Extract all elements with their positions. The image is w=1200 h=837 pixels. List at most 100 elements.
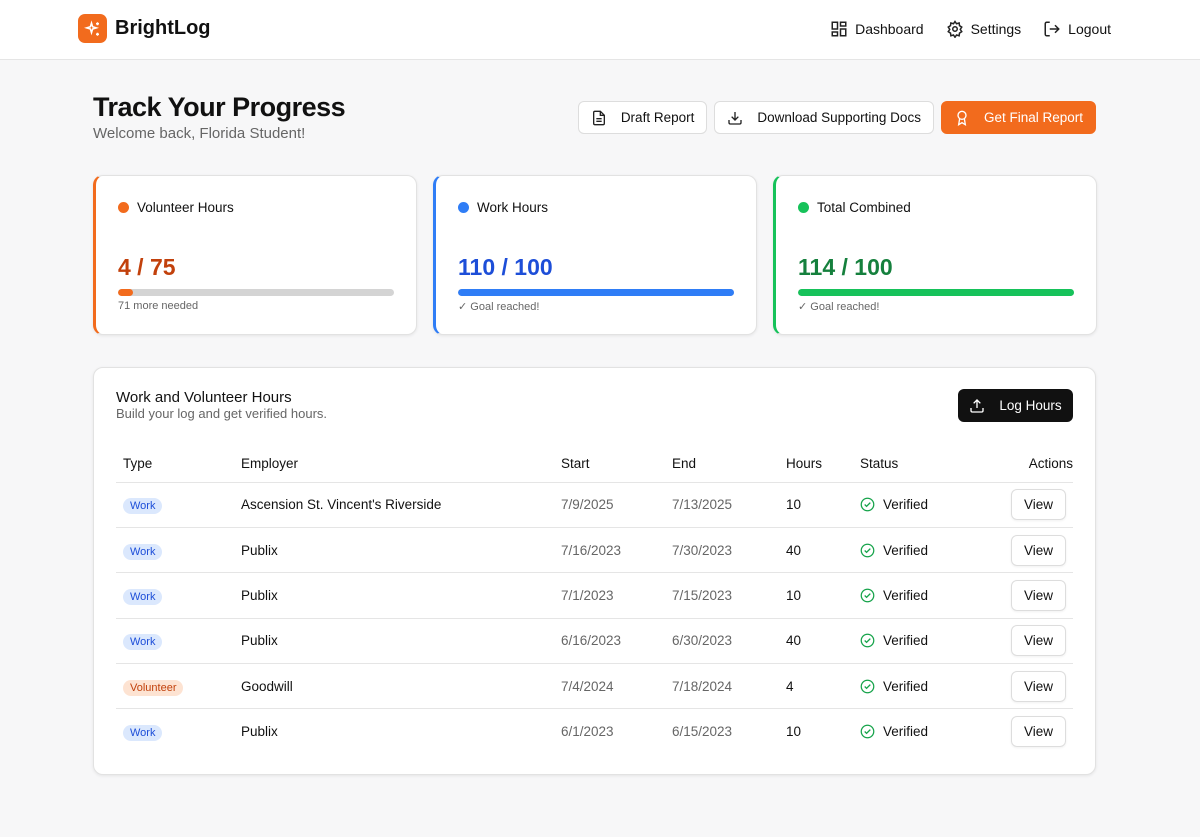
status-cell: Verified <box>853 482 988 528</box>
final-report-button[interactable]: Get Final Report <box>940 101 1096 134</box>
status-label: Verified <box>883 678 929 694</box>
view-button[interactable]: View <box>1010 625 1066 657</box>
status: Verified <box>860 497 987 512</box>
draft-report-button[interactable]: Draft Report <box>577 101 708 134</box>
employer-cell: Publix <box>234 709 554 754</box>
type-cell: Work <box>116 572 234 619</box>
employer-cell: Publix <box>234 572 554 619</box>
type-cell: Work <box>116 618 234 665</box>
hours: 40 <box>779 618 853 665</box>
status: Verified <box>860 543 987 558</box>
status-dot <box>118 202 129 213</box>
status-cell: Verified <box>853 709 988 754</box>
action-cell: View <box>988 618 1073 665</box>
type-cell: Volunteer <box>116 663 234 710</box>
column-header: Hours <box>779 446 853 483</box>
hours: 4 <box>779 663 853 710</box>
column-header: Type <box>116 446 234 483</box>
action-cell: View <box>988 709 1073 754</box>
button-label: Download Supporting Docs <box>757 110 921 125</box>
view-button[interactable]: View <box>1010 534 1066 566</box>
employer: Publix <box>241 542 278 558</box>
logo <box>78 14 107 43</box>
status-cell: Verified <box>853 572 988 619</box>
progress-track <box>458 289 734 296</box>
table-row: Work Publix 6/1/2023 6/15/2023 10 Verified Vie… <box>116 709 1073 754</box>
type-cell: Work <box>116 482 234 528</box>
nav-dashboard[interactable]: Dashboard <box>830 20 924 38</box>
check-icon <box>860 679 875 694</box>
hours: 10 <box>786 724 802 740</box>
type-tag: Work <box>123 543 163 560</box>
start-date: 7/4/2024 <box>554 663 665 710</box>
start-date: 6/1/2023 <box>561 724 614 740</box>
employer: Publix <box>241 633 278 649</box>
status: Verified <box>860 724 987 739</box>
card-label: Work Hours <box>477 200 549 215</box>
action-cell: View <box>988 663 1073 710</box>
table-row: Work Ascension St. Vincent's Riverside 7/9… <box>116 482 1073 528</box>
panel-title: Work and Volunteer Hours <box>116 389 292 406</box>
brand[interactable]: BrightLog <box>78 14 211 43</box>
view-button[interactable]: View <box>1010 716 1066 748</box>
header-row: Type Employer Start End Hours Status Actions <box>116 446 1073 483</box>
start-date: 6/16/2023 <box>554 618 665 665</box>
nav-settings[interactable]: Settings <box>946 20 1022 38</box>
type-tag: Volunteer <box>123 679 184 696</box>
column-header: End <box>665 446 779 483</box>
nav-label: Dashboard <box>855 21 924 37</box>
check-icon <box>860 588 875 603</box>
start-date: 7/9/2025 <box>554 482 665 528</box>
column-header: Status <box>853 446 988 483</box>
button-label: Draft Report <box>620 110 695 125</box>
hours: 10 <box>779 482 853 528</box>
card-title: Total Combined <box>798 200 1074 215</box>
page-subtitle: Welcome back, Florida Student! <box>93 125 306 142</box>
employer-cell: Ascension St. Vincent's Riverside <box>234 482 554 528</box>
employer: Goodwill <box>241 678 293 694</box>
status-label: Verified <box>883 542 929 558</box>
end-date: 6/15/2023 <box>672 724 733 740</box>
nav-label: Settings <box>970 21 1022 37</box>
progress-fill <box>118 289 133 296</box>
actions: Draft Report Download Supporting Docs Ge… <box>577 101 1096 134</box>
nav-label: Logout <box>1068 21 1111 37</box>
employer: Publix <box>241 587 278 603</box>
type-tag: Work <box>123 725 163 742</box>
type-tag: Work <box>123 588 163 605</box>
column-header: Actions <box>988 446 1073 483</box>
progress-note: ✓ Goal reached! <box>798 301 880 313</box>
status-cell: Verified <box>853 527 988 574</box>
download-docs-button[interactable]: Download Supporting Docs <box>714 101 934 134</box>
end-date: 7/18/2024 <box>665 663 779 710</box>
card-title: Volunteer Hours <box>118 200 394 215</box>
table-row: Work Publix 6/16/2023 6/30/2023 40 Verified Vi… <box>116 618 1073 665</box>
nav-logout[interactable]: Logout <box>1043 20 1111 38</box>
hours: 10 <box>779 572 853 619</box>
status-dot <box>798 202 809 213</box>
status: Verified <box>860 633 987 648</box>
progress-track <box>798 289 1074 296</box>
column-header: Employer <box>234 446 554 483</box>
view-button[interactable]: View <box>1010 670 1066 702</box>
log-hours-button[interactable]: Log Hours <box>958 389 1073 422</box>
end-date: 6/30/2023 <box>665 618 779 665</box>
status-label: Verified <box>883 724 929 740</box>
progress-value: 110 / 100 <box>458 254 553 280</box>
type-cell: Work <box>116 709 234 754</box>
type-cell: Work <box>116 527 234 574</box>
status: Verified <box>860 588 987 603</box>
check-icon <box>860 543 875 557</box>
button-label: Log Hours <box>999 398 1062 413</box>
employer-cell: Goodwill <box>234 663 554 710</box>
view-button[interactable]: View <box>1010 579 1066 611</box>
status: Verified <box>860 679 987 694</box>
table-row: Volunteer Goodwill 7/4/2024 7/18/2024 4 Verif… <box>116 663 1073 710</box>
check-icon <box>860 633 875 648</box>
card-label: Total Combined <box>817 200 911 215</box>
view-button[interactable]: View <box>1010 489 1066 521</box>
start-date: 7/16/2023 <box>554 527 665 574</box>
start-date: 7/1/2023 <box>554 572 665 619</box>
summary-cards: Volunteer Hours 4 / 75 71 more needed Work … <box>93 175 1097 335</box>
